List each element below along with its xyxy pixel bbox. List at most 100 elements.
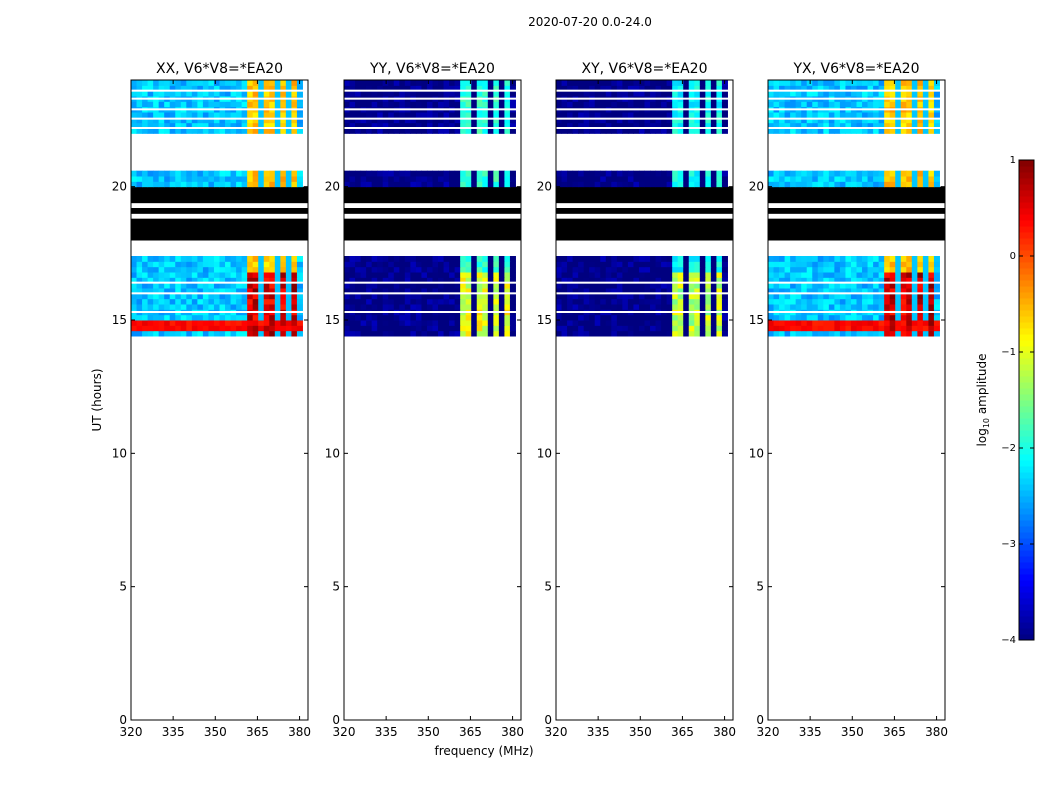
heatmap-cell xyxy=(578,298,585,305)
heatmap-cell xyxy=(705,266,712,273)
heatmap-cell xyxy=(567,277,574,284)
heatmap-cell xyxy=(906,277,913,284)
heatmap-cell xyxy=(616,320,623,326)
heatmap-cell xyxy=(493,170,500,177)
heatmap-cell xyxy=(773,298,780,305)
x-tick-label: 365 xyxy=(883,725,906,739)
heatmap-cell xyxy=(393,122,400,129)
heatmap-cell xyxy=(449,176,456,182)
heatmap-cell xyxy=(476,101,483,108)
heatmap-cell xyxy=(594,122,601,129)
y-tick-label: 20 xyxy=(112,180,127,194)
heatmap-cell xyxy=(801,314,808,321)
heatmap-cell xyxy=(884,101,891,108)
heatmap-cell xyxy=(928,314,935,321)
colorbar-segment xyxy=(1019,196,1034,203)
heatmap-cell xyxy=(878,90,885,97)
heatmap-cell xyxy=(291,304,298,310)
heatmap-cell xyxy=(213,330,220,337)
heatmap-cell xyxy=(443,320,450,326)
heatmap-cell xyxy=(131,266,138,273)
heatmap-cell xyxy=(131,288,138,294)
heatmap-cell xyxy=(460,128,467,134)
heatmap-cell xyxy=(878,298,885,305)
heatmap-cell xyxy=(661,320,668,326)
heatmap-cell xyxy=(142,176,149,182)
heatmap-cell xyxy=(561,80,568,86)
heatmap-cell xyxy=(355,117,362,124)
heatmap-cell xyxy=(933,320,940,326)
heatmap-cell xyxy=(142,293,149,300)
heatmap-cell xyxy=(906,293,913,300)
heatmap-cell xyxy=(291,122,298,129)
heatmap-cell xyxy=(388,181,395,188)
heatmap-cell xyxy=(438,128,445,134)
heatmap-cell xyxy=(158,85,165,92)
heatmap-cell xyxy=(449,282,456,289)
heatmap-cell xyxy=(366,170,373,177)
heatmap-cell xyxy=(867,320,874,326)
heatmap-cell xyxy=(600,330,607,337)
heatmap-cell xyxy=(817,304,824,310)
colorbar-segment xyxy=(1019,358,1034,365)
colorbar-tick-label: 0 xyxy=(1010,251,1016,262)
heatmap-cell xyxy=(638,122,645,129)
heatmap-cell xyxy=(454,266,461,273)
heatmap-cell xyxy=(186,256,193,262)
heatmap-cell xyxy=(622,101,629,108)
heatmap-cell xyxy=(230,272,237,278)
heatmap-cell xyxy=(572,90,579,97)
heatmap-cell xyxy=(688,293,695,300)
heatmap-cell xyxy=(355,101,362,108)
heatmap-cell xyxy=(773,90,780,97)
heatmap-cell xyxy=(208,320,215,326)
heatmap-cell xyxy=(476,128,483,134)
heatmap-cell xyxy=(644,277,651,284)
flagged-row xyxy=(768,234,945,241)
heatmap-cell xyxy=(622,90,629,97)
heatmap-cell xyxy=(236,293,243,300)
heatmap-cell xyxy=(589,85,596,92)
y-tick-label: 20 xyxy=(325,180,340,194)
heatmap-cell xyxy=(382,325,389,332)
heatmap-cell xyxy=(895,181,902,188)
heatmap-cell xyxy=(465,320,472,326)
heatmap-cell xyxy=(280,128,287,134)
heatmap-cell xyxy=(296,293,303,300)
heatmap-cell xyxy=(922,277,929,284)
heatmap-cell xyxy=(399,170,406,177)
heatmap-cell xyxy=(773,266,780,273)
heatmap-cell xyxy=(801,266,808,273)
heatmap-cell xyxy=(465,325,472,332)
heatmap-cell xyxy=(677,256,684,262)
colorbar-segment xyxy=(1019,346,1034,353)
heatmap-cell xyxy=(889,170,896,177)
heatmap-cell xyxy=(438,282,445,289)
heatmap-cell xyxy=(382,117,389,124)
heatmap-cell xyxy=(465,261,472,268)
heatmap-cell xyxy=(180,117,187,124)
heatmap-cell xyxy=(269,101,276,108)
flagged-row xyxy=(344,186,521,193)
heatmap-cell xyxy=(589,314,596,321)
heatmap-cell xyxy=(878,330,885,337)
heatmap-cell xyxy=(493,112,500,118)
heatmap-cell xyxy=(655,181,662,188)
heatmap-cell xyxy=(556,101,563,108)
heatmap-cell xyxy=(349,298,356,305)
heatmap-cell xyxy=(779,85,786,92)
heatmap-cell xyxy=(230,90,237,97)
heatmap-cell xyxy=(131,128,138,134)
heatmap-cell xyxy=(650,80,657,86)
heatmap-cell xyxy=(410,170,417,177)
heatmap-cell xyxy=(911,90,918,97)
heatmap-cell xyxy=(622,266,629,273)
heatmap-cell xyxy=(806,288,813,294)
heatmap-cell xyxy=(285,325,292,332)
heatmap-cell xyxy=(186,90,193,97)
heatmap-cell xyxy=(633,320,640,326)
heatmap-cell xyxy=(666,122,673,129)
heatmap-cell xyxy=(236,330,243,337)
heatmap-cell xyxy=(476,80,483,86)
